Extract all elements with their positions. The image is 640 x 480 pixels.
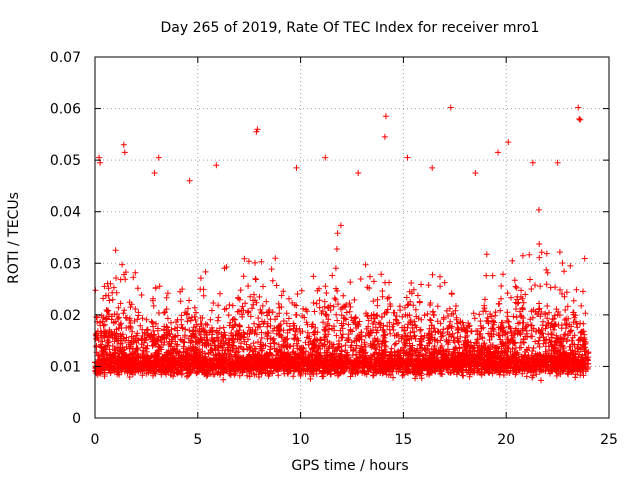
y-tick-labels: 0 0.01 0.02 0.03 0.04 0.05 0.06 0.07 <box>50 50 81 427</box>
y-tick-label: 0.07 <box>50 50 81 66</box>
x-tick-label: 10 <box>292 432 310 448</box>
x-tick-labels: 0 5 10 15 20 25 <box>91 432 618 448</box>
x-tick-label: 25 <box>600 432 618 448</box>
y-tick-label: 0.05 <box>50 153 81 169</box>
y-tick-label: 0.06 <box>50 102 81 118</box>
x-axis-label: GPS time / hours <box>291 458 408 474</box>
y-tick-label: 0.04 <box>50 205 81 221</box>
y-tick-label: 0.01 <box>50 359 81 375</box>
tick-marks <box>94 56 610 419</box>
x-tick-label: 0 <box>91 432 100 448</box>
roti-point-markers <box>92 104 592 384</box>
data-points <box>92 104 592 384</box>
chart-title: Day 265 of 2019, Rate Of TEC Index for r… <box>161 20 540 36</box>
plot-frame <box>94 56 610 419</box>
y-axis-label: ROTI / TECUs <box>6 192 22 284</box>
y-tick-label: 0.02 <box>50 308 81 324</box>
y-tick-label: 0.03 <box>50 256 81 272</box>
x-tick-label: 20 <box>497 432 515 448</box>
x-tick-label: 5 <box>193 432 202 448</box>
x-tick-label: 15 <box>394 432 412 448</box>
y-tick-label: 0 <box>72 411 81 427</box>
